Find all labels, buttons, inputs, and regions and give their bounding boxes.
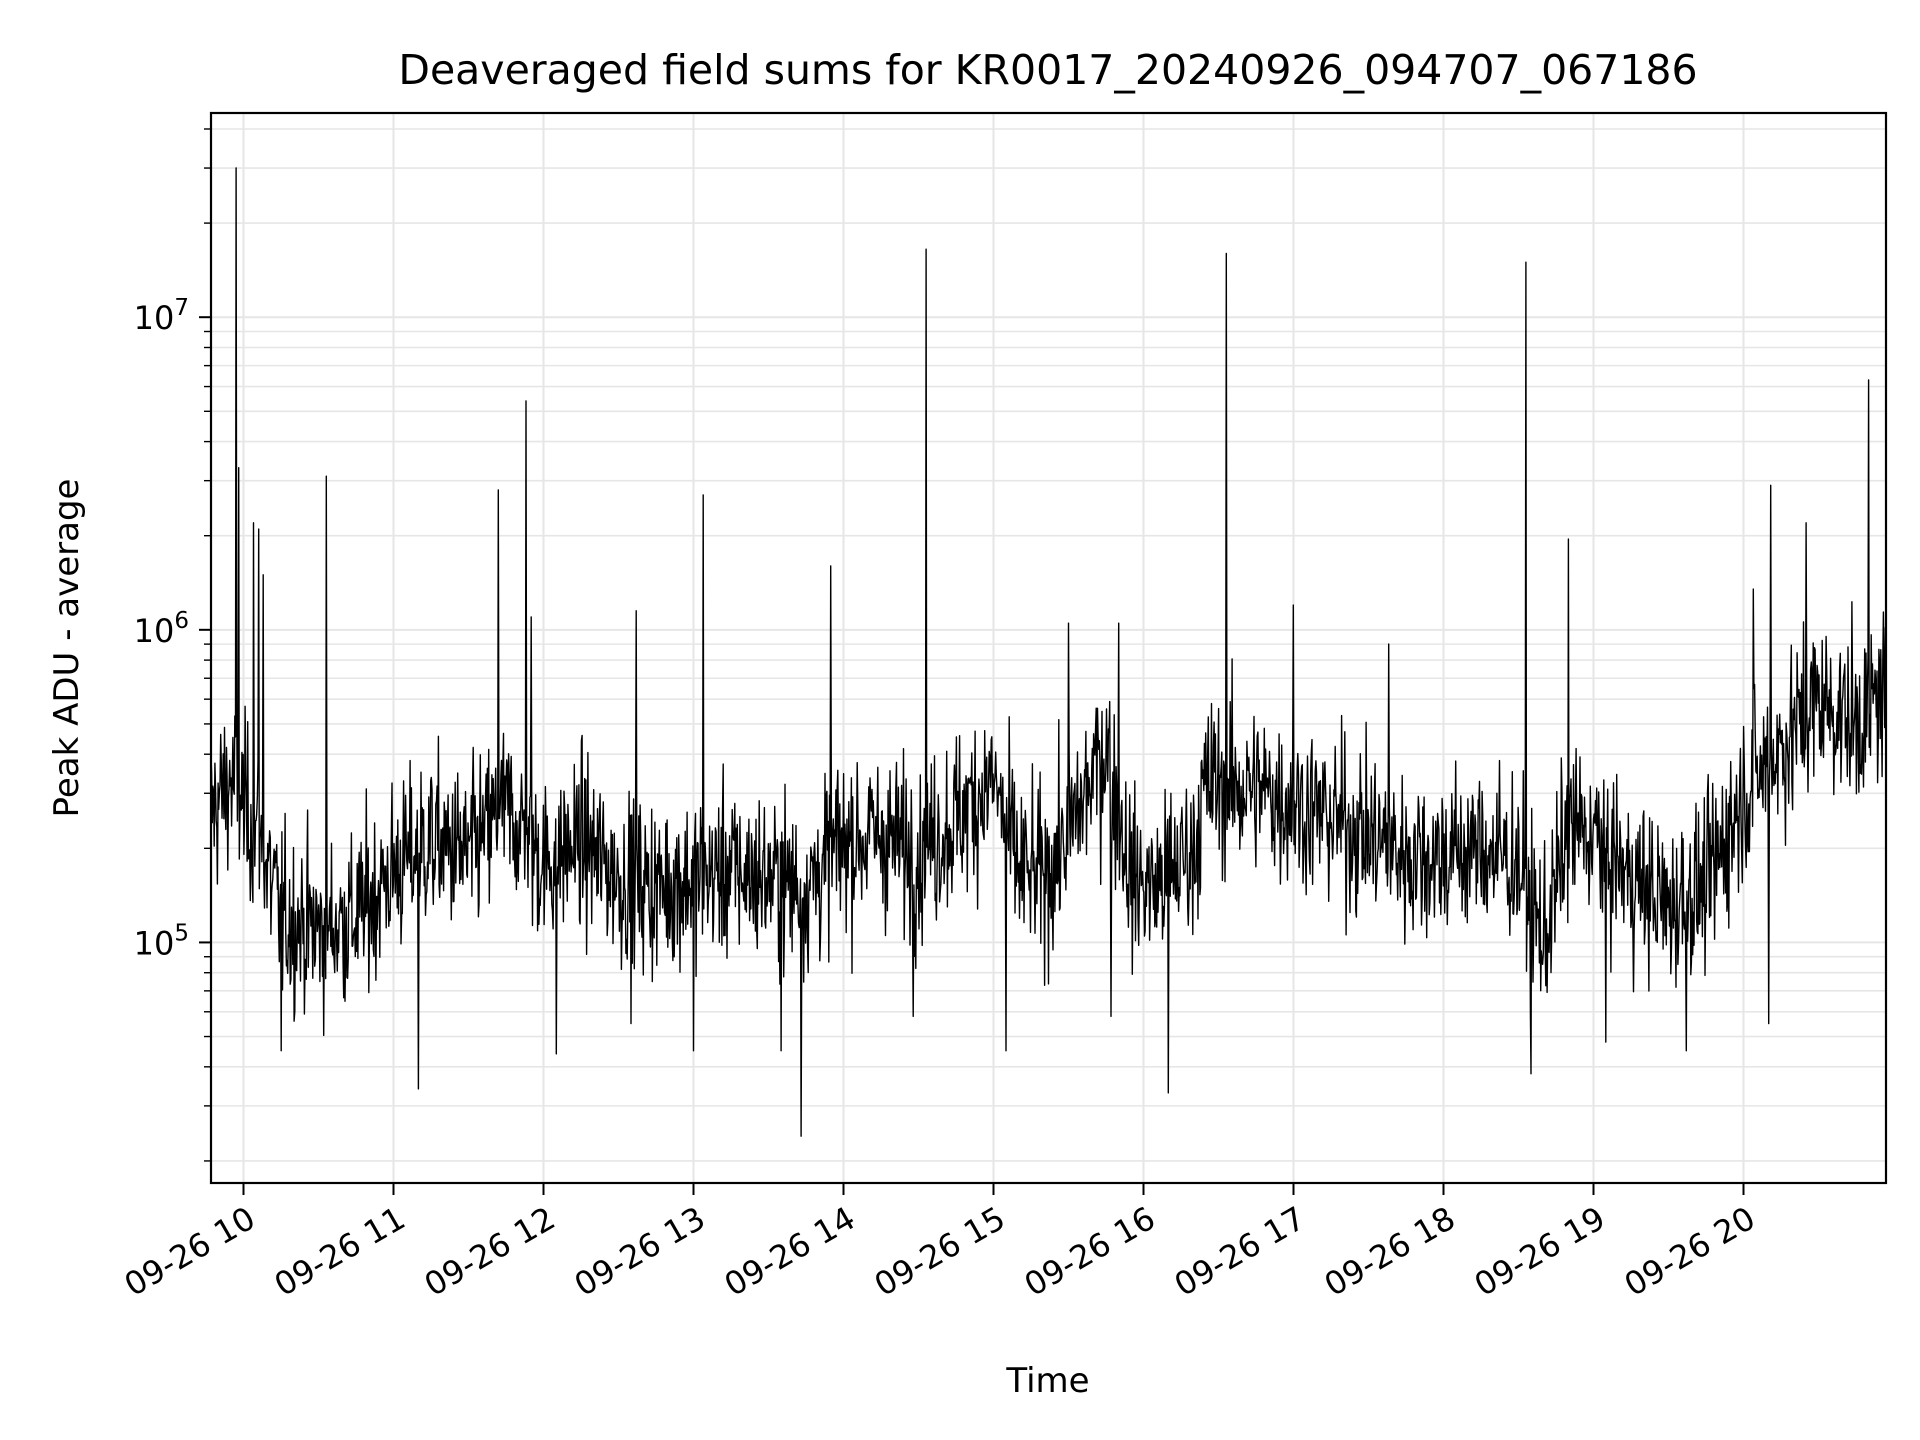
y-tick-base: 10 [134, 924, 175, 962]
y-tick-label: 106 [134, 608, 189, 650]
y-tick-label: 105 [134, 920, 189, 962]
y-tick-exponent: 6 [174, 608, 189, 634]
x-axis-label: Time [1005, 1361, 1089, 1401]
plot-frame [209, 111, 1888, 1185]
series-line [210, 167, 1887, 1137]
grid [211, 113, 1886, 1183]
y-tick-exponent: 5 [174, 920, 189, 946]
y-tick-base: 10 [134, 299, 175, 337]
y-tick-base: 10 [134, 612, 175, 650]
y-axis-label: Peak ADU - average [47, 479, 87, 818]
y-tick-label: 107 [134, 295, 189, 337]
series-path [210, 167, 1887, 1137]
chart-title: Deaveraged field sums for KR0017_2024092… [398, 46, 1697, 94]
y-tick-exponent: 7 [174, 295, 189, 321]
